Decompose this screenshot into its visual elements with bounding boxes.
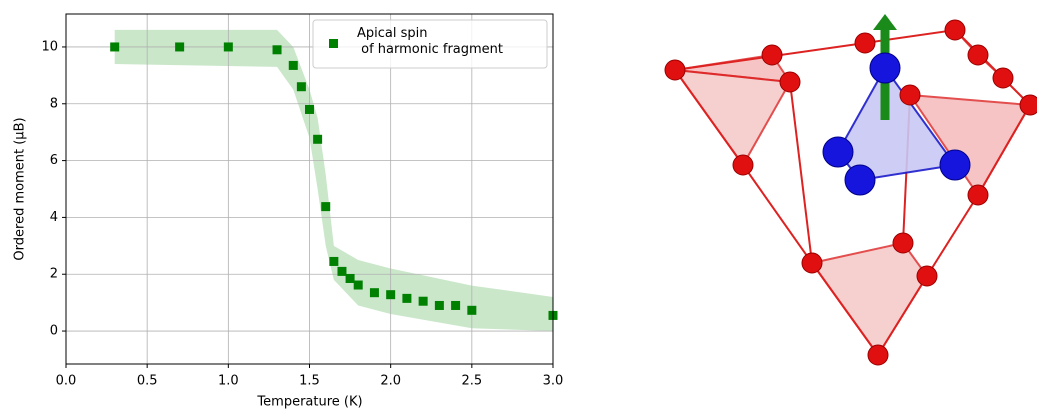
marker bbox=[402, 293, 412, 303]
marker bbox=[223, 42, 233, 52]
marker bbox=[329, 256, 339, 266]
legend-label: Apical spin of harmonic fragment bbox=[357, 26, 504, 57]
x-tick-label: 1.5 bbox=[299, 374, 320, 389]
x-axis-label: Temperature (K) bbox=[256, 395, 362, 409]
uncertainty-band bbox=[114, 29, 553, 332]
marker bbox=[434, 300, 444, 310]
plot-frame bbox=[65, 13, 554, 365]
marker bbox=[386, 290, 396, 300]
x-tick-label: 2.0 bbox=[380, 374, 401, 389]
x-tick-label: 0.5 bbox=[137, 374, 158, 389]
y-tick-label: 4 bbox=[50, 210, 58, 225]
y-tick-label: 2 bbox=[50, 267, 58, 282]
marker bbox=[337, 266, 347, 276]
legend-marker bbox=[329, 39, 338, 48]
y-tick-label: 0 bbox=[50, 324, 58, 339]
marker bbox=[288, 60, 298, 70]
marker bbox=[175, 42, 185, 52]
marker bbox=[321, 202, 331, 212]
x-tick-label: 2.5 bbox=[461, 374, 482, 389]
y-axis-label: Ordered moment (μB) bbox=[13, 117, 28, 260]
marker bbox=[451, 300, 461, 310]
y-tick-label: 6 bbox=[50, 153, 58, 168]
x-tick-label: 1.0 bbox=[218, 374, 239, 389]
y-tick-label: 10 bbox=[41, 39, 58, 54]
x-tick-label: 0.0 bbox=[56, 374, 77, 389]
x-tick-label: 3.0 bbox=[543, 374, 564, 389]
marker bbox=[296, 82, 306, 92]
marker bbox=[313, 134, 323, 144]
marker bbox=[305, 104, 314, 114]
marker bbox=[418, 296, 428, 306]
marker bbox=[353, 280, 363, 290]
marker bbox=[345, 273, 355, 283]
y-tick-label: 8 bbox=[50, 96, 58, 111]
legend-box bbox=[312, 19, 548, 69]
marker bbox=[467, 305, 477, 315]
structure-illustration bbox=[664, 14, 1037, 366]
marker bbox=[369, 288, 379, 298]
marker bbox=[110, 42, 120, 52]
marker bbox=[272, 45, 282, 55]
